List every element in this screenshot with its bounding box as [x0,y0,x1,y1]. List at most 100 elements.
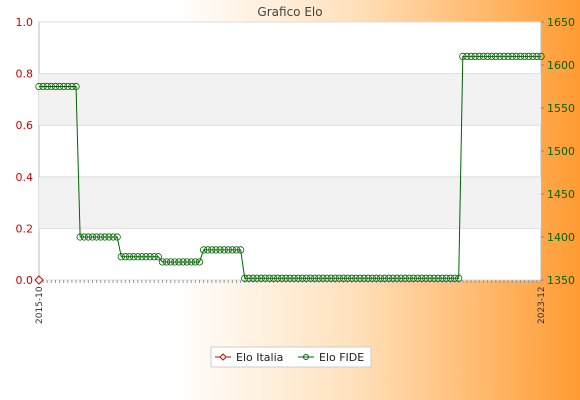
elo-fide-point [150,253,158,261]
elo-fide-point [290,274,298,282]
elo-fide-point [500,52,508,61]
elo-fide-point [35,82,43,91]
elo-fide-point [39,82,47,91]
elo-fide-point [471,52,479,61]
elo-fide-point [344,274,352,282]
elo-fide-point [459,52,467,61]
elo-fide-point [475,52,483,61]
chart-title: Grafico Elo [257,5,322,19]
elo-fide-point [278,274,286,282]
elo-fide-point [162,258,171,266]
elo-fide-point [183,258,191,266]
x-tick-label: 2015-10 [35,286,45,324]
elo-fide-point [55,82,64,91]
elo-fide-point [306,274,315,282]
elo-fide-point [121,253,130,261]
elo-fide-point [241,274,249,282]
elo-fide-point [228,246,236,254]
elo-fide-point [105,233,113,241]
elo-fide-point [537,52,545,61]
left-y-axis: 0.0 0.2 0.4 0.6 0.8 1.0 [16,16,34,287]
elo-fide-point [434,274,442,282]
elo-fide-point [364,274,372,282]
elo-fide-point [389,274,397,282]
plot-background [38,21,542,281]
legend: Elo Italia Elo FIDE [210,346,372,368]
elo-fide-point [442,274,450,282]
elo-fide-point [208,246,216,254]
elo-fide-point [492,52,500,61]
elo-fide-point [311,274,319,282]
elo-fide-point [191,258,199,266]
elo-fide-point [376,274,385,282]
elo-fide-point [199,246,208,254]
elo-fide-point [138,253,146,261]
grid-band [39,176,541,229]
elo-fide-point [134,253,142,261]
elo-fide-point [158,258,167,266]
elo-fide-point [496,52,504,61]
elo-fide-point [520,52,529,61]
elo-fide-point [455,274,463,282]
elo-fide-point [88,233,97,241]
right-tick-label: 1550 [547,102,575,115]
elo-fide-point [529,52,537,61]
series-layer [34,52,545,285]
elo-fide-point [352,274,360,282]
elo-fide-point [142,253,150,261]
elo-fide-point [204,246,212,254]
elo-fide-point [237,246,245,254]
elo-fide-point [409,274,418,282]
elo-fide-point [154,253,162,261]
elo-fide-point [286,274,294,282]
elo-fide-point [331,274,339,282]
elo-fide-point [413,274,422,282]
left-tick-label: 0.8 [16,68,34,81]
elo-fide-point [43,82,51,91]
elo-fide-point [76,233,84,241]
legend-elo-fide-label: Elo FIDE [319,351,364,364]
elo-fide-point [525,52,533,61]
legend-elo-italia-label: Elo Italia [236,351,283,364]
elo-fide-point [64,82,72,91]
right-tick-label: 1400 [547,231,575,244]
elo-fide-point [171,258,179,266]
elo-fide-point [488,52,496,61]
elo-fide-point [446,274,455,282]
elo-fide-point [533,52,541,61]
elo-fide-point [401,274,409,282]
elo-fide-point [80,233,88,241]
elo-fide-point [360,274,368,282]
x-tick-label: 2023-12 [537,286,547,324]
left-tick-label: 0.6 [16,119,34,132]
elo-fide-point [372,274,381,282]
elo-fide-point [179,258,187,266]
elo-fide-point [113,233,121,241]
right-y-axis: 1350 1400 1450 1500 1550 1600 1650 [541,16,575,287]
elo-fide-point [405,274,413,282]
legend-elo-italia-symbol [219,353,227,361]
elo-fide-point [335,274,343,282]
elo-fide-point [97,233,105,241]
left-tick-label: 0.0 [16,274,34,287]
elo-fide-point [512,52,520,61]
elo-fide-point [245,274,253,282]
elo-fide-point [467,52,475,61]
elo-fide-point [397,274,405,282]
elo-fide-point [212,246,220,254]
elo-fide-point [125,253,134,261]
elo-fide-point [381,274,389,282]
elo-fide-point [393,274,401,282]
elo-fide-point [93,233,101,241]
elo-fide-point [187,258,195,266]
elo-fide-point [195,258,204,266]
elo-fide-point [356,274,364,282]
right-tick-label: 1450 [547,188,575,201]
elo-fide-point [339,274,348,282]
elo-fide-point [249,274,257,282]
elo-fide-point [298,274,306,282]
plot-area [38,21,542,281]
elo-fide-point [323,274,331,282]
legend-elo-fide-symbol [303,354,309,360]
elo-fide-point [516,52,525,61]
